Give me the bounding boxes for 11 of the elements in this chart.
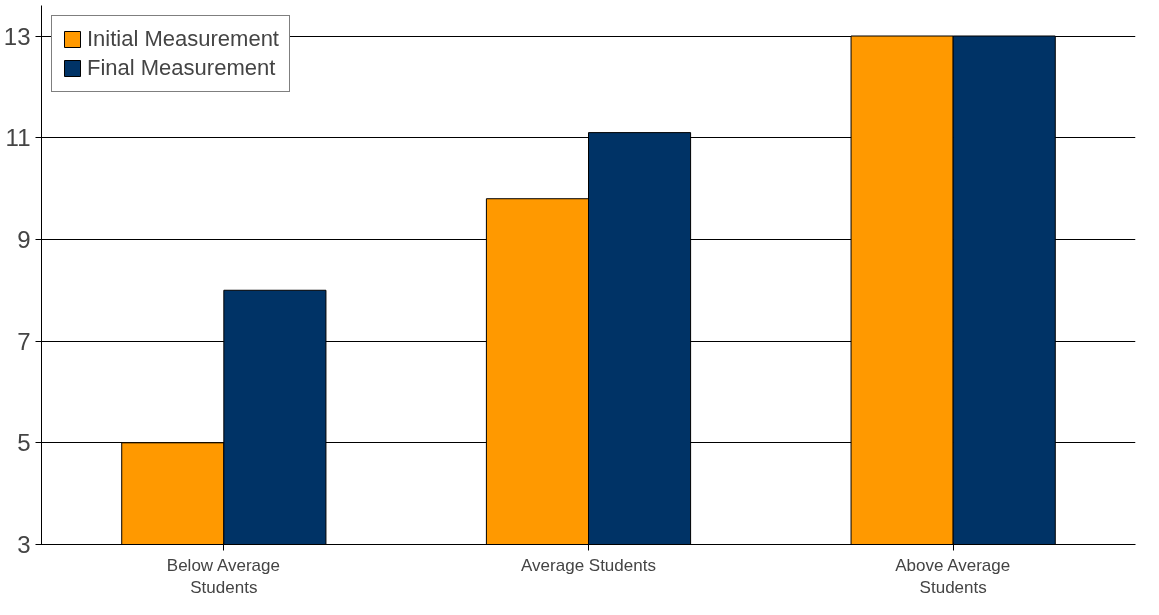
x-tick-label: Above Average Students: [895, 555, 1011, 598]
y-tick-label: 11: [5, 124, 31, 152]
legend-label: Initial Measurement: [87, 26, 279, 52]
legend-label: Final Measurement: [87, 55, 276, 81]
y-tick-label: 3: [17, 531, 31, 558]
x-tick-label: Average Students: [521, 555, 656, 575]
y-tick-label: 9: [17, 225, 31, 253]
y-tick-label: 7: [17, 327, 31, 355]
x-tick-label: Below Average Students: [166, 555, 280, 598]
y-tick-label: 5: [17, 429, 31, 457]
y-tick-label: 13: [3, 22, 31, 50]
